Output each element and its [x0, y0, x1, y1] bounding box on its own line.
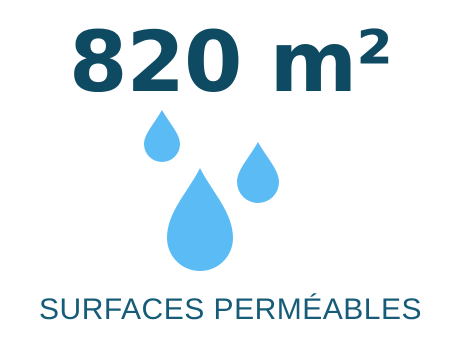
large-drop-icon: [167, 168, 233, 271]
stat-label: SURFACES PERMÉABLES: [39, 293, 422, 326]
small-drop-icon: [144, 110, 180, 162]
stat-value: 820 m²: [69, 13, 393, 111]
medium-drop-icon: [237, 142, 279, 203]
